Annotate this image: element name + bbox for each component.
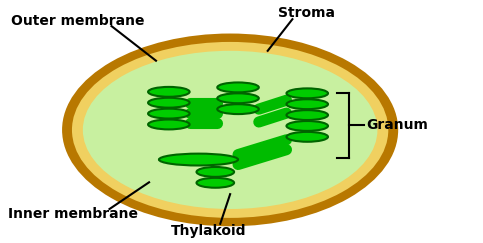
- Ellipse shape: [83, 51, 377, 209]
- Text: Outer membrane: Outer membrane: [11, 14, 144, 28]
- Ellipse shape: [286, 99, 328, 109]
- Text: Granum: Granum: [367, 118, 428, 132]
- Ellipse shape: [286, 121, 328, 131]
- Ellipse shape: [286, 88, 328, 98]
- Ellipse shape: [72, 42, 388, 218]
- Ellipse shape: [217, 93, 259, 103]
- Ellipse shape: [217, 82, 259, 92]
- Text: Inner membrane: Inner membrane: [8, 207, 138, 221]
- Ellipse shape: [159, 154, 238, 165]
- Text: Stroma: Stroma: [278, 6, 335, 20]
- Ellipse shape: [62, 34, 398, 226]
- Ellipse shape: [197, 178, 234, 188]
- Ellipse shape: [217, 104, 259, 114]
- Ellipse shape: [286, 132, 328, 142]
- Ellipse shape: [197, 167, 234, 177]
- Ellipse shape: [148, 120, 190, 130]
- Ellipse shape: [148, 87, 190, 97]
- Text: Thylakoid: Thylakoid: [170, 224, 246, 238]
- Ellipse shape: [148, 109, 190, 119]
- Ellipse shape: [148, 98, 190, 108]
- Ellipse shape: [286, 110, 328, 120]
